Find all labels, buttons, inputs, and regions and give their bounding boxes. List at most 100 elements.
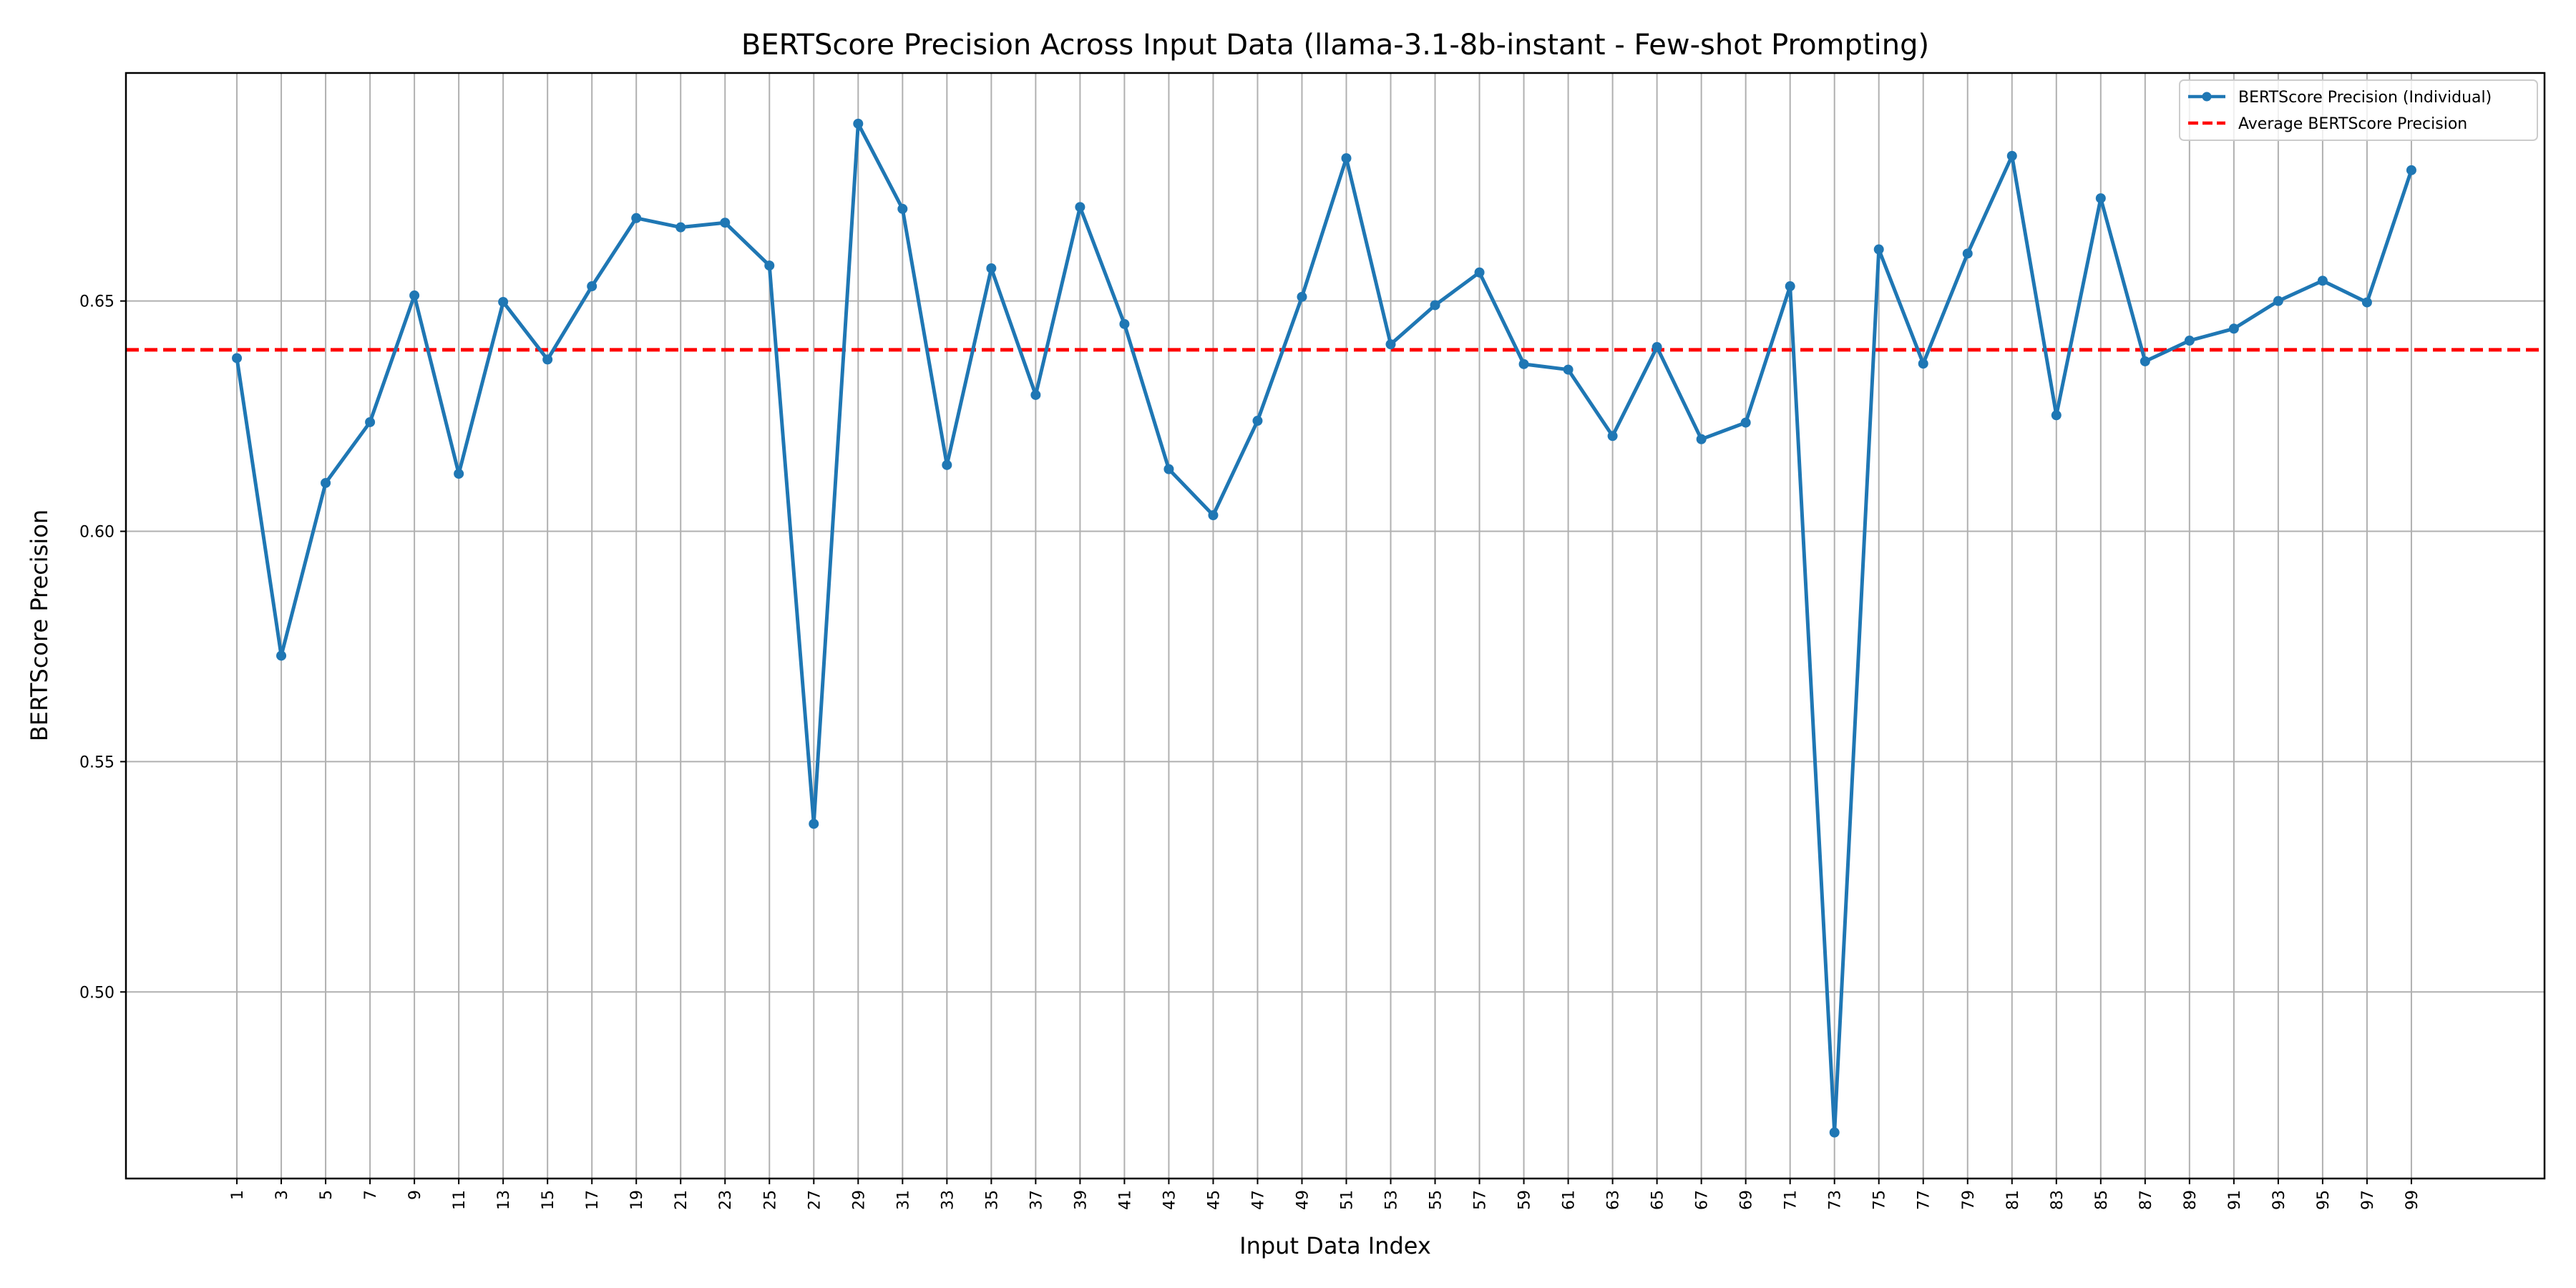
data-point <box>1252 416 1263 426</box>
data-point <box>1652 342 1662 353</box>
x-tick-label: 9 <box>406 1190 424 1200</box>
data-point <box>365 416 376 427</box>
y-tick-label: 0.60 <box>79 524 114 542</box>
data-point <box>1518 358 1529 369</box>
x-axis-ticks: 1 3 5 7 9 11 13 15 17 19 21 23 25 27 29 31 33 35 37 39 41 43 4… <box>229 1179 2421 1210</box>
data-point <box>2051 410 2062 421</box>
x-tick-label: 43 <box>1161 1190 1179 1210</box>
x-tick-label: 91 <box>2226 1190 2244 1210</box>
y-tick-label: 0.65 <box>79 293 114 311</box>
x-tick-label: 87 <box>2137 1190 2155 1210</box>
legend-box <box>2179 79 2538 141</box>
data-point <box>2006 150 2017 161</box>
data-point <box>2317 275 2328 286</box>
x-tick-label: 59 <box>1516 1190 1534 1210</box>
x-tick-label: 23 <box>717 1190 735 1210</box>
x-tick-label: 11 <box>451 1190 469 1210</box>
x-tick-label: 45 <box>1205 1190 1223 1210</box>
x-tick-label: 15 <box>540 1190 557 1210</box>
x-tick-label: 47 <box>1249 1190 1267 1210</box>
x-tick-label: 21 <box>673 1190 691 1210</box>
data-point <box>1829 1127 1840 1138</box>
chart-legend: BERTScore Precision (Individual) Average… <box>2179 79 2538 141</box>
x-tick-label: 67 <box>1694 1190 1712 1210</box>
data-point <box>2228 323 2239 334</box>
data-point <box>897 203 908 214</box>
x-tick-label: 97 <box>2359 1190 2377 1210</box>
x-tick-label: 95 <box>2315 1190 2333 1210</box>
x-tick-label: 73 <box>1827 1190 1845 1210</box>
data-point <box>321 477 331 488</box>
x-tick-label: 39 <box>1072 1190 1090 1210</box>
data-point <box>1962 248 1973 259</box>
data-point <box>276 650 287 661</box>
data-point <box>809 819 819 829</box>
data-point <box>853 118 864 129</box>
data-point <box>942 459 952 470</box>
x-tick-label: 51 <box>1339 1190 1357 1210</box>
data-point <box>675 222 686 233</box>
x-tick-label: 33 <box>939 1190 957 1210</box>
x-tick-label: 13 <box>495 1190 513 1210</box>
data-point <box>409 290 420 301</box>
x-tick-label: 81 <box>2004 1190 2022 1210</box>
data-point <box>1873 244 1884 255</box>
data-point <box>2273 296 2283 306</box>
data-point <box>1740 417 1751 428</box>
data-point <box>1385 339 1396 350</box>
data-point <box>2095 193 2106 204</box>
x-tick-label: 25 <box>761 1190 779 1210</box>
x-tick-label: 57 <box>1472 1190 1490 1210</box>
x-tick-label: 5 <box>318 1190 336 1200</box>
data-point <box>631 213 642 223</box>
x-tick-label: 31 <box>894 1190 912 1210</box>
x-axis-label: Input Data Index <box>1239 1232 1431 1259</box>
x-tick-label: 35 <box>983 1190 1001 1210</box>
grid-lines <box>126 73 2545 1179</box>
legend-label-individual: BERTScore Precision (Individual) <box>2238 89 2492 107</box>
data-point <box>1341 153 1352 164</box>
data-point <box>498 296 509 307</box>
data-point <box>2406 165 2416 175</box>
x-tick-label: 3 <box>273 1190 291 1200</box>
x-tick-label: 79 <box>1960 1190 1978 1210</box>
data-point <box>1607 431 1618 441</box>
data-point <box>986 263 997 273</box>
x-tick-label: 89 <box>2182 1190 2200 1210</box>
x-tick-label: 61 <box>1561 1190 1579 1210</box>
x-tick-label: 85 <box>2093 1190 2111 1210</box>
x-tick-label: 29 <box>850 1190 868 1210</box>
x-tick-label: 27 <box>806 1190 824 1210</box>
y-tick-label: 0.50 <box>79 984 114 1002</box>
data-point <box>720 218 731 228</box>
legend-marker-individual <box>2202 92 2212 102</box>
data-point <box>542 354 553 365</box>
x-tick-label: 17 <box>584 1190 602 1210</box>
x-tick-label: 83 <box>2049 1190 2067 1210</box>
x-tick-label: 75 <box>1871 1190 1889 1210</box>
x-tick-label: 19 <box>628 1190 646 1210</box>
x-tick-label: 69 <box>1738 1190 1756 1210</box>
data-point <box>587 281 597 292</box>
x-tick-label: 71 <box>1782 1190 1800 1210</box>
x-tick-label: 65 <box>1649 1190 1667 1210</box>
data-point <box>1563 364 1574 375</box>
data-point <box>1696 434 1707 444</box>
series-layer <box>232 118 2416 1138</box>
x-tick-label: 37 <box>1028 1190 1045 1210</box>
data-point <box>1918 358 1928 369</box>
x-tick-label: 63 <box>1605 1190 1623 1210</box>
data-point <box>232 353 243 364</box>
data-point <box>1430 300 1440 311</box>
data-point <box>1785 281 1795 292</box>
x-tick-label: 55 <box>1428 1190 1445 1210</box>
y-tick-label: 0.55 <box>79 753 114 771</box>
y-axis-label: BERTScore Precision <box>26 509 53 741</box>
y-axis-ticks: 0.50 0.55 0.60 0.65 <box>79 293 126 1002</box>
data-point <box>1208 510 1219 520</box>
data-point <box>764 260 775 271</box>
data-point <box>2361 297 2372 308</box>
data-point <box>1119 318 1130 329</box>
